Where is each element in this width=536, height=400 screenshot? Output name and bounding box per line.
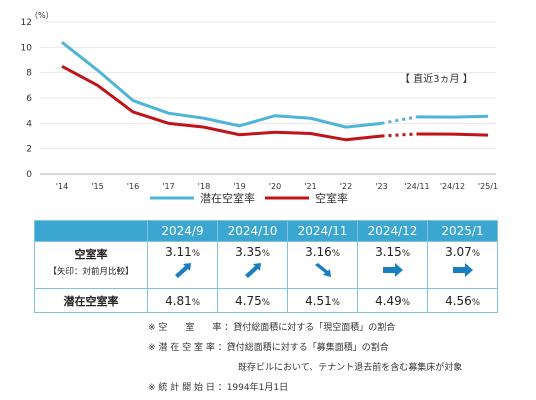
trend-flat-arrow-icon (382, 263, 403, 277)
unit-label: （%） (30, 11, 54, 20)
potential-cell: 4.75% (217, 288, 288, 313)
table-header-month: 2024/9 (147, 220, 218, 242)
y-tick-label: 4 (26, 119, 32, 129)
x-tick-label: '24/11 (404, 182, 429, 191)
potential-cell: 4.51% (287, 288, 358, 313)
vacancy-sublabel: 【矢印：対前月比較】 (48, 267, 134, 277)
percent-unit: % (261, 297, 270, 308)
y-tick-label: 6 (26, 94, 32, 104)
potential-cell: 4.81% (147, 288, 218, 313)
table-corner (34, 220, 148, 242)
table-row-vacancy: 空室率 【矢印：対前月比較】 3.11% 3.35% 3.16% 3.15% 3… (34, 241, 498, 289)
potential-label: 潜在空室率 (34, 288, 148, 313)
vacancy-cell: 3.16% (287, 241, 358, 289)
vacancy-rate-line-chart: 0 2 4 6 8 10 12 '14 '15 '16 '17 '18 '19 '20 '21 '22 '23… (21, 11, 499, 205)
footnote-start-date: ※ 統 計 開 始 日 ：1994年1月1日 (148, 383, 289, 393)
percent-unit: % (331, 297, 340, 308)
vacancy-table: 2024/9 2024/10 2024/11 2024/12 2025/1 空室… (34, 220, 498, 313)
y-tick-label: 0 (26, 170, 32, 180)
trend-flat-arrow-icon (452, 263, 473, 277)
x-tick-label: '24/12 (440, 182, 465, 191)
x-tick-label: '20 (269, 182, 281, 191)
series-recent-line (416, 132, 489, 137)
x-tick-label: '19 (233, 182, 245, 191)
series-dotted-connector (381, 132, 418, 138)
x-tick-label: '17 (162, 182, 174, 191)
table-header-month: 2024/10 (217, 220, 288, 242)
potential-value: 4.49 (375, 293, 402, 308)
y-tick-label: 8 (26, 69, 32, 79)
percent-unit: % (471, 297, 480, 308)
arrow-shape (382, 263, 403, 277)
legend-label: 潜在空室率 (200, 191, 255, 205)
y-tick-label: 12 (21, 18, 32, 28)
x-tick-label: '18 (198, 182, 210, 191)
footnote-potential: ※ 潜 在 空 室 率 ：貸付総面積に対する「募集面積」の割合 (148, 343, 389, 353)
vacancy-row-label: 空室率 【矢印：対前月比較】 (34, 241, 148, 289)
vacancy-label: 空室率 (74, 248, 108, 261)
x-tick-label: '25/1 (478, 182, 498, 191)
vacancy-value: 3.11 (165, 245, 192, 259)
series-recent-line (416, 114, 489, 119)
series-line (61, 41, 382, 129)
percent-unit: % (471, 249, 480, 259)
trend-up-arrow-icon (244, 263, 261, 278)
table-row-potential: 潜在空室率 4.81% 4.75% 4.51% 4.49% 4.56% (34, 288, 498, 313)
x-tick-label: '23 (375, 182, 387, 191)
x-tick-label: '14 (56, 182, 68, 191)
arrow-shape (244, 263, 261, 278)
series-dotted-connector (381, 115, 418, 125)
vacancy-value: 3.07 (445, 245, 472, 259)
potential-value: 4.56 (445, 293, 472, 308)
potential-value: 4.75 (235, 293, 262, 308)
percent-unit: % (261, 249, 270, 259)
footnote-potential-detail: 既存ビルにおいて、テナント退去前を含む募集床が対象 (148, 363, 463, 373)
potential-value: 4.81 (165, 293, 192, 308)
footnote-vacancy: ※ 空 室 率 ：貸付総面積に対する「現空面積」の割合 (148, 323, 396, 333)
vacancy-value: 3.15 (375, 245, 402, 259)
table-header-month: 2024/12 (357, 220, 428, 242)
table-header-month: 2024/11 (287, 220, 358, 242)
x-tick-label: '15 (91, 182, 103, 191)
percent-unit: % (401, 297, 410, 308)
arrow-shape (314, 263, 331, 277)
potential-value: 4.51 (305, 293, 332, 308)
y-tick-label: 10 (21, 43, 33, 53)
vacancy-cell: 3.35% (217, 241, 288, 289)
x-tick-label: '21 (304, 182, 316, 191)
trend-down-arrow-icon (314, 263, 331, 277)
legend-label: 空室率 (315, 191, 348, 205)
y-tick-label: 2 (26, 145, 32, 155)
vacancy-cell: 3.07% (427, 241, 498, 289)
percent-unit: % (191, 297, 200, 308)
recent-months-annotation: 【 直近3ヵ月 】 (400, 72, 473, 85)
series-line (61, 65, 382, 142)
vacancy-cell: 3.15% (357, 241, 428, 289)
vacancy-cell: 3.11% (147, 241, 218, 289)
vacancy-value: 3.35 (235, 245, 262, 259)
trend-up-arrow-icon (174, 263, 191, 278)
percent-unit: % (191, 249, 200, 259)
percent-unit: % (401, 249, 410, 259)
arrow-shape (452, 263, 473, 277)
potential-cell: 4.56% (427, 288, 498, 313)
percent-unit: % (331, 249, 340, 259)
x-tick-label: '22 (340, 182, 352, 191)
potential-cell: 4.49% (357, 288, 428, 313)
x-tick-label: '16 (127, 182, 139, 191)
footnotes: ※ 空 室 率 ：貸付総面積に対する「現空面積」の割合 ※ 潜 在 空 室 率 … (148, 318, 462, 398)
vacancy-value: 3.16 (305, 245, 332, 259)
arrow-shape (174, 263, 191, 278)
table-header-month: 2025/1 (427, 220, 498, 242)
